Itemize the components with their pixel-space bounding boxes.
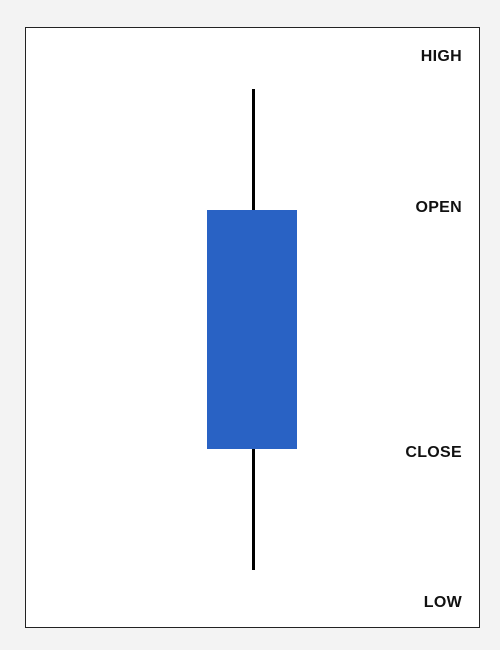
candle-upper-wick — [252, 89, 255, 210]
label-low: LOW — [423, 594, 462, 611]
candle-body — [207, 210, 297, 449]
label-close: CLOSE — [405, 444, 462, 461]
label-open: OPEN — [415, 199, 462, 216]
candle-lower-wick — [252, 449, 255, 570]
label-high: HIGH — [420, 48, 462, 65]
